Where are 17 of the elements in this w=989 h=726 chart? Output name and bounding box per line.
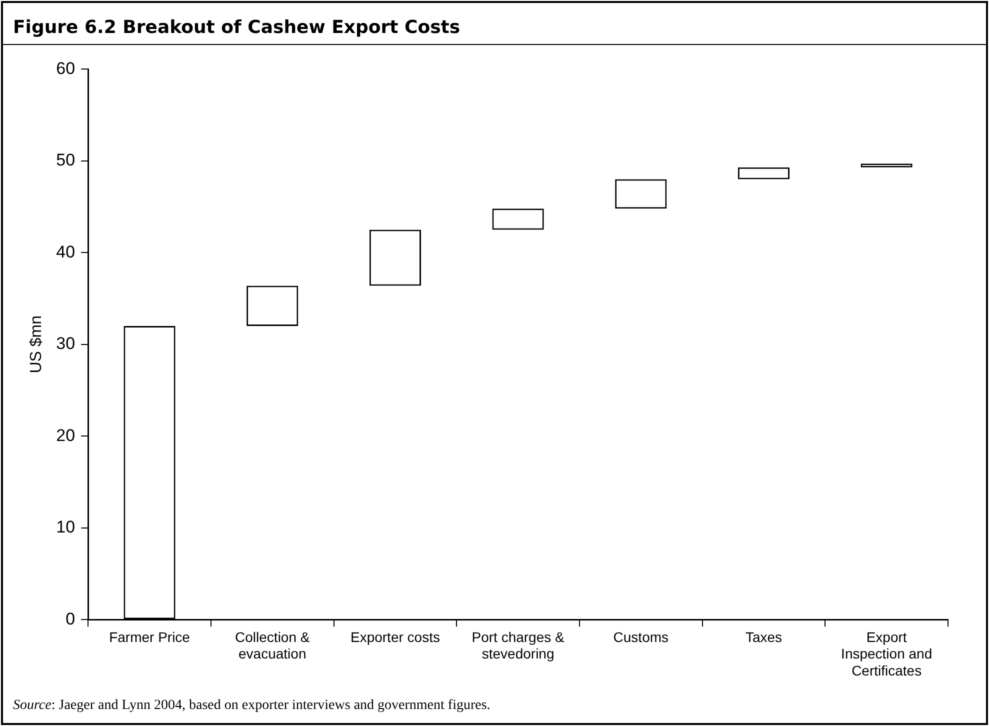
x-tick-label: Export Inspection and Certificates: [841, 628, 932, 678]
y-tick-label: 0: [66, 609, 76, 628]
y-tick-label: 40: [56, 242, 76, 262]
x-tick-label: Customs: [613, 628, 669, 645]
x-tick-label: Farmer Price: [109, 628, 190, 645]
source-note: Source: Jaeger and Lynn 2004, based on exporter interviews and government figures.: [13, 698, 490, 714]
y-tick-label: 20: [56, 426, 76, 445]
y-tick-label: 30: [56, 334, 76, 354]
x-tick-label: Exporter costs: [350, 628, 440, 645]
y-axis-title: US $mn: [28, 316, 46, 374]
y-tick-label: 50: [56, 150, 76, 170]
x-tick-label: Collection & evacuation: [235, 628, 310, 662]
x-tick-label: Port charges & stevedoring: [472, 628, 566, 662]
x-tick-label: Taxes: [745, 628, 782, 645]
chart-title: Figure 6.2 Breakout of Cashew Export Costs: [13, 17, 460, 38]
y-tick-label: 10: [56, 518, 76, 537]
y-tick-label: 60: [56, 58, 76, 78]
